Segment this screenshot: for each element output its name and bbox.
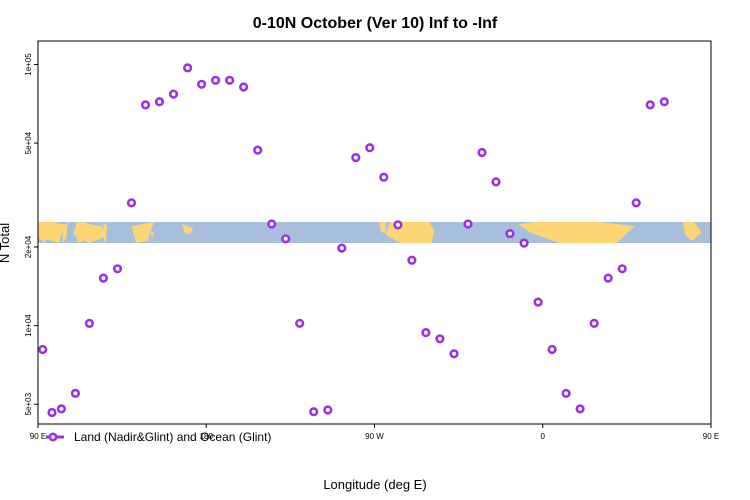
data-point xyxy=(547,344,557,355)
data-point xyxy=(631,198,641,208)
data-point xyxy=(168,89,179,99)
data-point xyxy=(47,407,57,418)
land-shape xyxy=(683,222,702,241)
legend: Land (Nadir&Glint) and Ocean (Glint) xyxy=(46,430,271,444)
legend-label: Land (Nadir&Glint) and Ocean (Glint) xyxy=(74,430,271,444)
data-point xyxy=(519,238,529,248)
y-tick-label: 2e+04 xyxy=(24,235,33,258)
legend-marker xyxy=(48,432,58,442)
data-point xyxy=(449,349,459,359)
x-axis-title: Longitude (deg E) xyxy=(323,477,426,492)
land-shape xyxy=(131,222,154,243)
data-point xyxy=(112,264,123,274)
y-tick-label: 1e+05 xyxy=(24,53,33,76)
data-point xyxy=(645,100,655,110)
data-point xyxy=(351,153,361,163)
data-point xyxy=(421,328,431,338)
data-point xyxy=(659,97,669,107)
land-shape xyxy=(62,222,68,243)
data-point xyxy=(267,219,277,229)
data-point xyxy=(56,404,67,414)
data-point xyxy=(589,318,599,329)
data-point xyxy=(435,334,445,344)
data-point xyxy=(98,273,108,283)
land-shape xyxy=(181,224,194,235)
data-point xyxy=(337,243,347,253)
land-shape xyxy=(39,222,65,243)
data-point xyxy=(505,229,515,239)
data-point xyxy=(253,145,263,155)
y-axis: 5e+03 1e+04 2e+04 5e+04 1e+05 xyxy=(24,53,38,415)
data-point xyxy=(38,344,48,355)
data-point xyxy=(379,172,389,182)
data-point xyxy=(309,407,319,417)
data-point xyxy=(491,177,501,187)
x-axis: 90 E 180 90 W 0 90 E xyxy=(30,424,719,441)
x-tick-label: 90 E xyxy=(30,432,46,441)
x-tick-label: 180 xyxy=(200,432,214,441)
land-shape xyxy=(150,230,154,239)
data-point xyxy=(126,198,137,208)
land-shape xyxy=(518,222,635,243)
data-point xyxy=(575,404,585,414)
data-point xyxy=(225,75,235,85)
data-point xyxy=(561,388,571,399)
land-shape xyxy=(73,222,106,243)
land-shape xyxy=(103,222,108,243)
data-point xyxy=(533,297,543,307)
y-tick-label: 5e+03 xyxy=(24,392,33,415)
chart-title: 0-10N October (Ver 10) Inf to -Inf xyxy=(253,15,498,32)
data-point xyxy=(197,79,207,89)
x-tick-label: 90 E xyxy=(703,432,719,441)
data-point xyxy=(84,318,94,329)
data-point xyxy=(140,100,151,110)
data-points xyxy=(38,63,669,418)
x-tick-label: 0 xyxy=(541,432,546,441)
data-point xyxy=(603,273,613,283)
data-point xyxy=(70,388,80,399)
data-point xyxy=(617,264,627,274)
x-tick-label: 90 W xyxy=(365,432,384,441)
data-point xyxy=(463,219,473,229)
data-point xyxy=(295,318,305,329)
data-point xyxy=(407,255,417,265)
data-point xyxy=(323,405,333,415)
data-point xyxy=(393,220,403,230)
data-point xyxy=(365,143,375,153)
data-point xyxy=(154,97,165,107)
data-point xyxy=(281,234,291,244)
land-shape xyxy=(379,222,386,233)
data-point xyxy=(183,63,193,73)
y-tick-label: 5e+04 xyxy=(24,131,33,154)
data-point xyxy=(211,75,221,85)
data-point xyxy=(239,82,249,92)
y-tick-label: 1e+04 xyxy=(24,314,33,337)
y-axis-title: N Total xyxy=(0,223,12,263)
data-point xyxy=(477,147,487,158)
